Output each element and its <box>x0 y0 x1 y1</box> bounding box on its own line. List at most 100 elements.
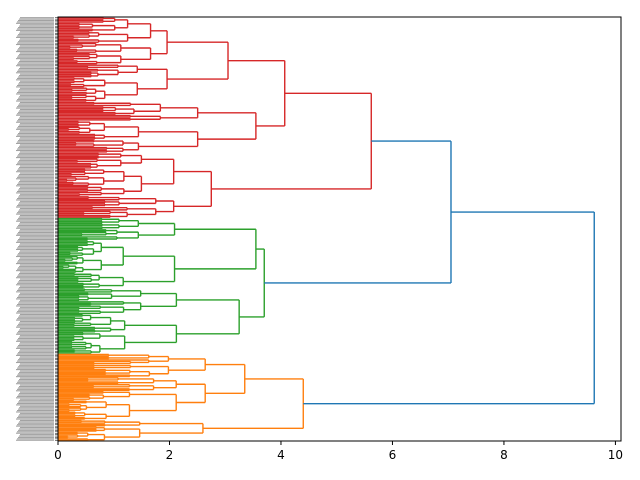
leaf-label <box>16 36 54 38</box>
leaf-label <box>20 377 54 379</box>
leaf-label <box>16 86 54 88</box>
leaf-label <box>18 83 54 85</box>
leaf-label <box>16 241 54 243</box>
leaf-label <box>18 111 54 113</box>
leaf-label <box>16 326 54 328</box>
leaf-label <box>18 316 54 318</box>
leaf-label <box>16 185 54 187</box>
leaf-label <box>17 353 54 355</box>
leaf-label <box>20 328 54 330</box>
leaf-label <box>16 43 54 46</box>
leaf-label <box>19 202 54 204</box>
leaf-label <box>18 69 54 71</box>
leaf-label <box>20 222 54 224</box>
x-tick-label: 4 <box>277 448 285 462</box>
leaf-label <box>19 152 54 154</box>
leaf-label <box>18 55 54 57</box>
leaf-label <box>20 80 54 82</box>
leaf-label <box>20 391 54 393</box>
x-tick-label: 0 <box>54 448 62 462</box>
leaf-label <box>17 254 54 256</box>
leaf-label <box>17 438 54 440</box>
leaf-label <box>17 198 54 200</box>
leaf-label <box>17 21 54 23</box>
leaf-label <box>20 87 54 89</box>
leaf-label <box>20 151 54 153</box>
leaf-label <box>19 329 54 331</box>
leaf-label <box>16 192 54 194</box>
leaf-label <box>20 123 54 125</box>
leaf-label <box>17 346 54 348</box>
leaf-label <box>20 398 54 400</box>
leaf-label <box>19 287 54 289</box>
leaf-label <box>19 414 54 416</box>
leaf-label <box>19 32 54 34</box>
leaf-label <box>16 135 54 137</box>
leaf-label <box>20 214 54 217</box>
leaf-label <box>18 41 54 43</box>
leaf-label <box>16 72 54 74</box>
leaf-label <box>20 101 54 104</box>
leaf-label <box>17 388 54 390</box>
leaf-label <box>18 309 54 311</box>
leaf-label <box>18 288 54 290</box>
leaf-label <box>20 299 54 301</box>
leaf-label <box>19 400 54 402</box>
leaf-label <box>16 354 54 356</box>
leaf-label <box>16 425 54 427</box>
leaf-label <box>16 142 54 144</box>
leaf-label <box>18 175 54 177</box>
leaf-label <box>20 193 54 195</box>
leaf-label <box>17 99 54 101</box>
leaf-label <box>17 226 54 228</box>
leaf-label <box>17 240 54 242</box>
leaf-label <box>18 323 54 325</box>
leaf-label <box>16 79 54 81</box>
leaf-label <box>19 159 54 161</box>
leaf-label <box>20 257 54 259</box>
leaf-label <box>20 412 54 414</box>
leaf-label <box>17 381 54 383</box>
leaf-label <box>18 62 54 64</box>
leaf-label <box>19 39 54 41</box>
leaf-label <box>18 352 54 354</box>
leaf-label <box>19 75 54 77</box>
leaf-label <box>20 66 54 68</box>
leaf-label <box>18 147 54 149</box>
leaf-label <box>16 291 54 293</box>
leaf-label <box>17 395 54 397</box>
leaf-label <box>18 394 54 396</box>
leaf-label <box>17 155 54 157</box>
leaf-label <box>17 311 54 313</box>
leaf-label <box>18 19 54 22</box>
leaf-label <box>19 371 54 373</box>
leaf-label <box>16 347 54 349</box>
leaf-label <box>20 370 54 372</box>
leaf-label <box>16 213 54 215</box>
leaf-label <box>17 127 54 129</box>
leaf-label <box>19 89 54 91</box>
leaf-label <box>20 158 54 160</box>
leaf-label <box>19 251 54 253</box>
leaf-label <box>19 428 54 430</box>
leaf-label <box>20 434 54 436</box>
leaf-label <box>20 108 54 111</box>
leaf-label <box>20 349 54 351</box>
leaf-label <box>20 130 54 132</box>
leaf-label <box>18 330 54 332</box>
leaf-label <box>16 234 54 236</box>
leaf-label <box>17 134 54 136</box>
leaf-label <box>17 141 54 143</box>
leaf-label <box>20 363 54 365</box>
x-tick-label: 8 <box>500 448 508 462</box>
leaf-label <box>20 250 54 252</box>
leaf-label <box>19 258 54 260</box>
leaf-label <box>20 17 54 19</box>
leaf-label <box>19 138 54 140</box>
leaf-label <box>19 357 54 359</box>
leaf-label <box>16 319 54 321</box>
leaf-label <box>17 374 54 376</box>
leaf-label <box>18 182 54 184</box>
leaf-label <box>17 367 54 369</box>
leaf-label <box>18 387 54 389</box>
